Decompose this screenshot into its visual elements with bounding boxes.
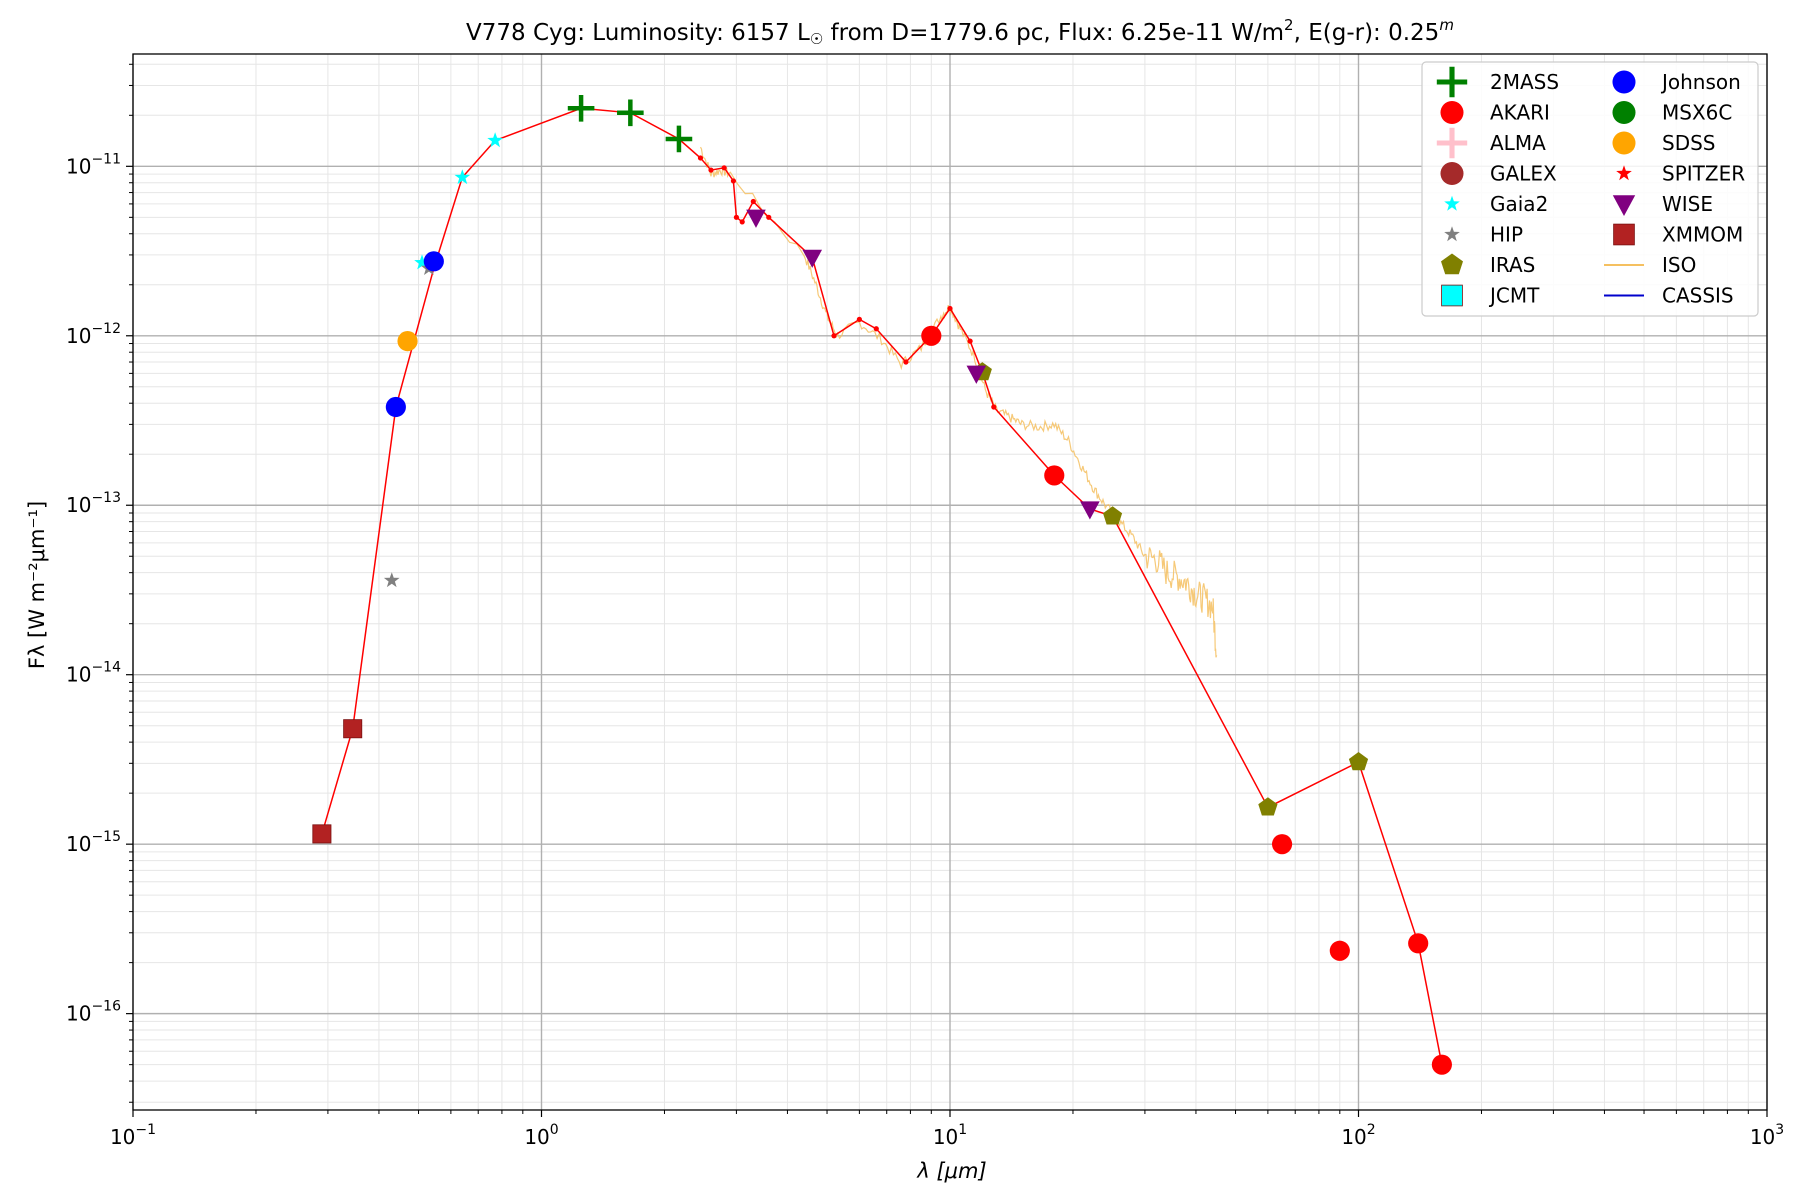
gaia2-point [454,169,471,185]
iras-point [1348,752,1369,771]
sed-line-point [750,198,756,205]
akari-point [1271,834,1293,855]
legend-xmmom-marker [1613,223,1635,246]
y-tick-label: 10−15 [66,829,121,856]
johnson-point [385,396,406,418]
x-tick-label: 103 [1750,1122,1784,1149]
sed-line-point [721,165,727,171]
sed-line-point [873,326,879,332]
legend-hip-marker [1444,226,1460,242]
akari-point [1408,933,1429,954]
legend-johnson-marker [1612,70,1636,94]
axis-tick-labels: 10−1 100 101 102 103 10−16 10−15 10−14 10−13 10−1… [66,151,1784,1149]
sed-line-point [947,305,953,312]
legend-iso-label: ISO [1662,253,1696,277]
y-tick-label: 10−11 [66,151,121,178]
major-gridlines [132,54,1768,1110]
legend-akari-label: AKARI [1490,101,1550,125]
xmmom-point [343,719,363,739]
akari-point [1044,465,1065,486]
sed-model-line [321,107,1443,1065]
hip-point [383,572,400,588]
legend-hip-label: HIP [1490,223,1523,247]
x-tick-label: 100 [524,1122,558,1149]
legend-2mass-label: 2MASS [1490,70,1559,94]
2mass-point [665,125,693,153]
legend-box [1421,61,1759,317]
sed-line-point [730,178,737,184]
sed-line-point [733,214,740,220]
legend-msx6c-label: MSX6C [1662,101,1732,125]
iso-spectrum-layer [699,146,1218,658]
legend-jcmt-marker [1441,284,1463,307]
legend-sdss-marker [1612,131,1636,155]
wise-point [1080,501,1100,520]
sed-line-layer [319,105,1445,1068]
legend-iras-marker [1441,253,1463,275]
legend-cassis-label: CASSIS [1662,284,1734,308]
legend-wise-marker [1612,195,1636,216]
legend-spitzer-label: SPITZER [1662,162,1745,186]
sdss-point [397,331,418,352]
y-tick-label: 10−13 [66,490,121,517]
akari-point [1431,1054,1452,1075]
sed-line-point [697,155,704,161]
iras-point [1103,506,1123,525]
x-tick-label: 10−1 [110,1122,156,1149]
sed-line-point [903,359,909,365]
legend-gaia2-label: Gaia2 [1490,192,1548,216]
legend-gaia2-marker [1444,195,1460,211]
legend-xmmom-label: XMMOM [1662,223,1743,247]
legend-akari-marker [1440,100,1464,125]
legend: 2MASS AKARI ALMA GALEX Gaia2 HIP IRAS JCMT Johns… [1421,61,1759,317]
legend-2mass-marker [1436,66,1468,98]
legend-jcmt-label: JCMT [1488,284,1540,308]
iso-spectrum-line [699,146,1218,658]
akari-point [1329,940,1350,961]
sed-line-point [831,333,837,339]
y-tick-label: 10−16 [66,999,121,1026]
y-tick-label: 10−12 [66,321,121,348]
legend-spitzer-marker [1616,165,1632,181]
wise-point [802,249,823,268]
sed-line-point [967,338,973,344]
x-tick-label: 102 [1341,1122,1375,1149]
2mass-point [617,99,644,127]
gaia2-point [414,254,430,270]
photometry-markers [312,94,1452,1075]
axis-ticks [126,63,1768,1117]
legend-alma-marker [1436,127,1468,159]
akari-point [921,325,942,346]
y-tick-label: 10−14 [66,660,121,687]
legend-galex-label: GALEX [1490,162,1557,186]
iras-point [1258,797,1278,816]
wise-point [966,365,987,384]
johnson-point [423,251,444,272]
2mass-point [567,94,595,122]
legend-alma-label: ALMA [1490,131,1546,155]
y-axis-label: Fλ [W m⁻²μm⁻¹] [25,501,49,669]
legend-wise-label: WISE [1662,192,1713,216]
x-axis-label: λ [μm] [916,1159,986,1183]
legend-msx6c-marker [1612,100,1636,125]
legend-johnson-label: Johnson [1660,70,1741,94]
legend-sdss-label: SDSS [1662,131,1716,155]
sed-line-point [991,404,997,410]
legend-iras-label: IRAS [1490,253,1535,277]
x-tick-label: 101 [933,1122,967,1149]
sed-line-point [766,214,772,220]
sed-line-point [856,316,862,322]
wise-point [746,209,766,228]
sed-line-point [708,167,714,173]
xmmom-point [312,824,332,844]
chart-title: V778 Cyg: Luminosity: 6157 L☉ from D=177… [466,16,1454,48]
legend-galex-marker [1440,161,1464,186]
gaia2-point [487,132,503,148]
sed-line-point [739,219,745,225]
